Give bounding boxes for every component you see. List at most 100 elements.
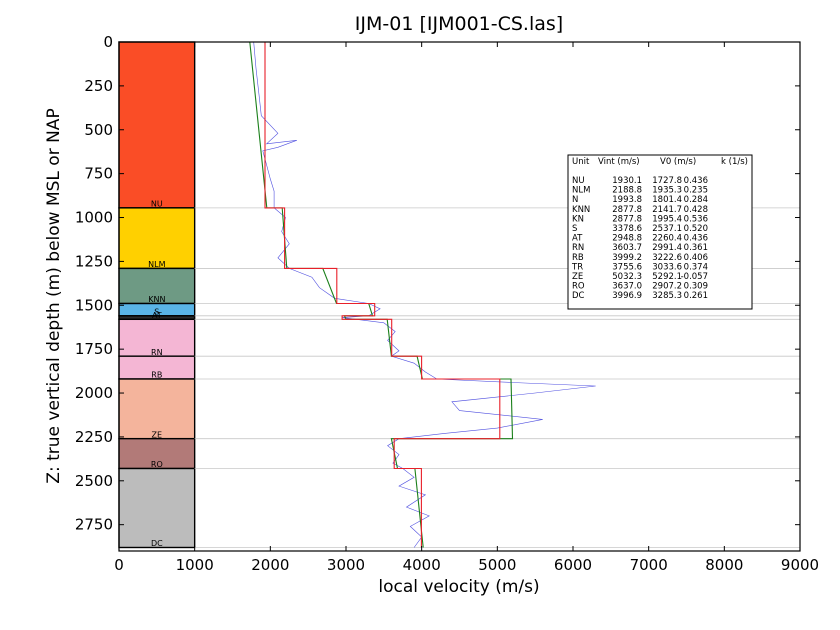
x-tick-label: 1000 bbox=[176, 556, 214, 574]
legend-cell-unit: TR bbox=[571, 262, 583, 272]
legend-cell-unit: DC bbox=[572, 291, 585, 301]
unit-label-dc: DC bbox=[151, 539, 163, 548]
legend-cell-vint: 1993.8 bbox=[612, 195, 642, 205]
legend-cell-k: 0.284 bbox=[684, 195, 708, 205]
y-axis-title: Z: true vertical depth (m) below MSL or … bbox=[44, 108, 64, 483]
legend-cell-unit: RO bbox=[572, 282, 585, 292]
legend-cell-vint: 3637.0 bbox=[612, 282, 642, 292]
legend-cell-v0: 1995.4 bbox=[652, 214, 682, 224]
y-tick-label: 1500 bbox=[75, 296, 113, 314]
unit-block-nlm bbox=[118, 207, 196, 270]
x-tick-label: 5000 bbox=[478, 556, 516, 574]
legend-cell-k: 0.235 bbox=[684, 186, 708, 196]
series-line-interval-velocity bbox=[264, 42, 501, 548]
legend-cell-v0: 2991.4 bbox=[652, 243, 682, 253]
legend-cell-v0: 1935.3 bbox=[652, 186, 682, 196]
legend-cell-k: 0.428 bbox=[684, 205, 708, 215]
legend-cell-vint: 2877.8 bbox=[612, 214, 642, 224]
unit-block-ze bbox=[118, 378, 196, 440]
legend-cell-k: 0.261 bbox=[684, 291, 708, 301]
unit-block-dc bbox=[118, 467, 196, 549]
legend-cell-k: 0.436 bbox=[684, 234, 708, 244]
legend-cell-vint: 2877.8 bbox=[612, 205, 642, 215]
legend-box bbox=[567, 154, 753, 310]
x-tick-label: 4000 bbox=[403, 556, 441, 574]
legend-cell-vint: 1930.1 bbox=[612, 176, 642, 186]
legend-cell-v0: 3222.6 bbox=[652, 253, 682, 263]
y-tick-label: 250 bbox=[84, 77, 113, 95]
legend-cell-v0: 1727.8 bbox=[652, 176, 682, 186]
legend-cell-unit: S bbox=[572, 224, 577, 234]
unit-block-nu bbox=[118, 41, 196, 209]
unit-label-s: S bbox=[154, 307, 159, 316]
legend-cell-unit: AT bbox=[572, 234, 583, 244]
legend-cell-v0: 3033.6 bbox=[652, 262, 682, 272]
x-tick-label: 3000 bbox=[327, 556, 365, 574]
y-tick-label: 0 bbox=[103, 33, 113, 51]
plot-frame bbox=[118, 41, 801, 552]
legend-cell-k: 0.536 bbox=[684, 214, 708, 224]
series-line-log-velocity bbox=[253, 41, 596, 548]
unit-label-rb: RB bbox=[151, 371, 162, 380]
y-tick-label: 2500 bbox=[75, 472, 113, 490]
legend-header-vint: Vint (m/s) bbox=[598, 157, 640, 167]
legend-cell-vint: 2948.8 bbox=[612, 234, 642, 244]
legend-header-unit: Unit bbox=[572, 157, 590, 167]
legend-cell-unit: NLM bbox=[572, 186, 590, 196]
unit-label-nlm: NLM bbox=[148, 260, 165, 269]
legend-cell-vint: 3999.2 bbox=[612, 253, 642, 263]
legend-cell-unit: RN bbox=[572, 243, 584, 253]
y-axis-ticks: 0 250 500 750 1000 1250 1500 1750 2000 2250 2500 27… bbox=[75, 33, 800, 534]
legend-cell-vint: 5032.3 bbox=[612, 272, 642, 282]
legend-header-k: k (1/s) bbox=[721, 157, 748, 167]
legend-cell-vint: 3603.7 bbox=[612, 243, 642, 253]
y-tick-label: 1250 bbox=[75, 252, 113, 270]
stratigraphic-units: NU NLM KNN SAT RN RB ZE RO DC bbox=[118, 41, 196, 549]
legend-cell-v0: 2537.1 bbox=[652, 224, 682, 234]
legend-cell-k: 0.374 bbox=[684, 262, 708, 272]
legend-cell-unit: N bbox=[572, 195, 578, 205]
unit-label-rn: RN bbox=[151, 348, 163, 357]
y-tick-label: 1000 bbox=[75, 209, 113, 227]
legend-cell-k: 0.520 bbox=[684, 224, 708, 234]
chart-title: IJM-01 [IJM001-CS.las] bbox=[355, 13, 563, 35]
y-tick-label: 750 bbox=[84, 165, 113, 183]
legend-cell-unit: KN bbox=[572, 214, 584, 224]
legend-cell-k: 0.406 bbox=[684, 253, 708, 263]
legend-cell-v0: 3285.3 bbox=[652, 291, 682, 301]
legend-cell-k: 0.361 bbox=[684, 243, 708, 253]
y-tick-label: 1750 bbox=[75, 340, 113, 358]
x-tick-label: 7000 bbox=[630, 556, 668, 574]
legend-cell-v0: 2907.2 bbox=[652, 282, 682, 292]
unit-label-ze: ZE bbox=[152, 430, 163, 439]
x-axis-title: local velocity (m/s) bbox=[378, 577, 539, 597]
legend-cell-unit: NU bbox=[572, 176, 585, 186]
legend-header-v0: V0 (m/s) bbox=[660, 157, 696, 167]
legend-cell-vint: 3996.9 bbox=[612, 291, 642, 301]
x-axis-ticks: 0 1000 2000 3000 4000 5000 6000 7000 8000 9000 bbox=[114, 42, 819, 574]
legend-cell-vint: 2188.8 bbox=[612, 186, 642, 196]
x-tick-label: 9000 bbox=[781, 556, 819, 574]
legend-cell-vint: 3755.6 bbox=[612, 262, 642, 272]
legend-cell-unit: KNN bbox=[572, 205, 590, 215]
y-tick-label: 2750 bbox=[75, 516, 113, 534]
velocity-table-legend: Unit Vint (m/s) V0 (m/s) k (1/s) NU 1930.1 172… bbox=[567, 154, 753, 310]
legend-cell-unit: RB bbox=[572, 253, 584, 263]
legend-cell-k: 0.309 bbox=[684, 282, 708, 292]
y-tick-label: 2250 bbox=[75, 428, 113, 446]
legend-cell-v0: 5292.1 bbox=[652, 272, 682, 282]
x-tick-label: 6000 bbox=[554, 556, 592, 574]
unit-block-rn bbox=[118, 318, 196, 357]
legend-cell-k: -0.057 bbox=[681, 272, 708, 282]
data-series bbox=[249, 41, 596, 548]
legend-cell-v0: 1801.4 bbox=[652, 195, 682, 205]
legend-cell-v0: 2260.4 bbox=[652, 234, 682, 244]
unit-block-knn bbox=[118, 267, 196, 305]
legend-cell-v0: 2141.7 bbox=[652, 205, 682, 215]
legend-cell-k: 0.436 bbox=[684, 176, 708, 186]
series-line-linear-trend bbox=[249, 41, 514, 548]
unit-label-ro: RO bbox=[151, 460, 163, 469]
legend-cell-unit: ZE bbox=[572, 272, 583, 282]
x-tick-label: 2000 bbox=[251, 556, 289, 574]
